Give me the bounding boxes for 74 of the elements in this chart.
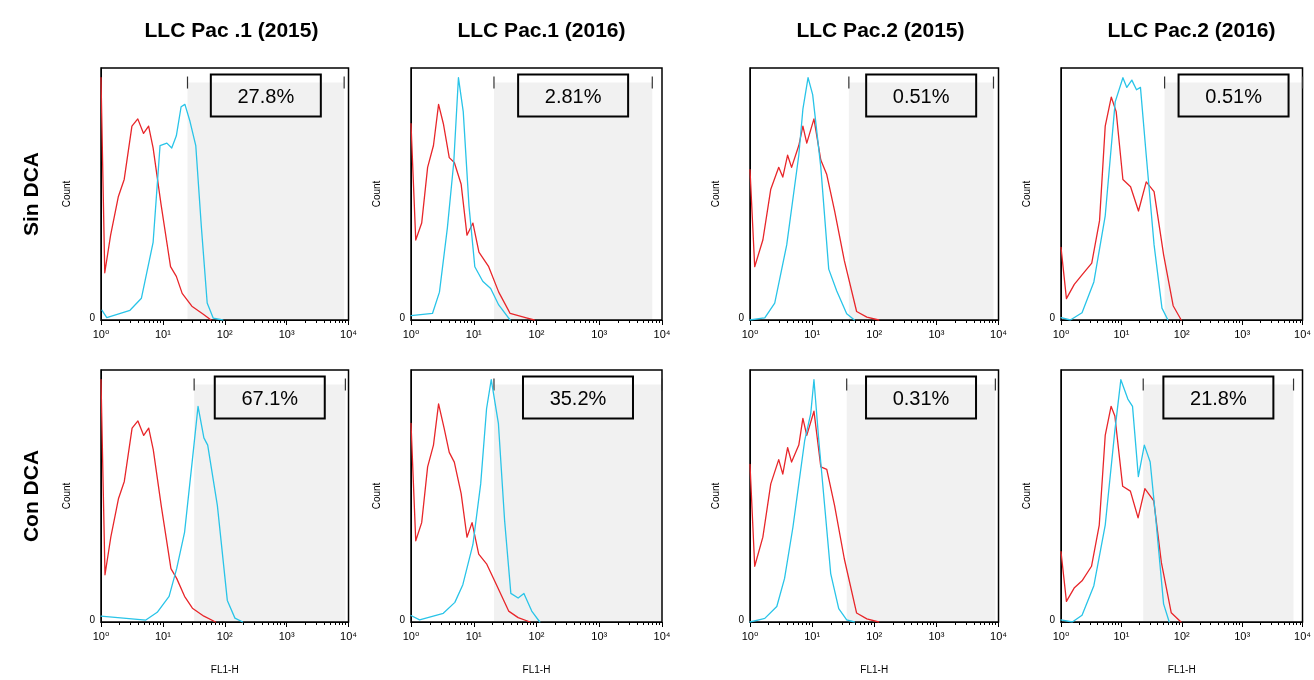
text: 0	[399, 311, 406, 323]
x-tick-label: 10⁰	[741, 327, 759, 340]
band-label: 0.51%	[1205, 84, 1263, 107]
x-tick-label: 10⁰	[1052, 629, 1070, 642]
x-tick-label: 10⁴	[990, 629, 1008, 642]
y-axis-title: Count	[709, 180, 721, 208]
x-tick-label: 10³	[278, 327, 295, 340]
x-tick-label: 10³	[928, 327, 945, 340]
text: 0	[1049, 311, 1056, 323]
x-tick-label: 10¹	[465, 327, 483, 340]
x-tick-label: 10⁴	[1294, 327, 1312, 340]
chart-title: LLC Pac.1 (2016)	[457, 18, 626, 41]
band-label: 21.8%	[1190, 386, 1247, 409]
x-tick-label: 10²	[216, 327, 234, 340]
text: 0	[89, 311, 96, 323]
x-axis-title: FL1-H	[860, 663, 889, 675]
y-axis-title: Count	[1020, 482, 1032, 510]
x-tick-label: 10²	[866, 629, 883, 642]
band-label: 67.1%	[241, 386, 299, 409]
x-tick-label: 10³	[591, 327, 608, 340]
x-tick-label: 10⁰	[402, 629, 420, 642]
x-axis-title: FL1-H	[522, 663, 551, 675]
x-tick-label: 10²	[1173, 327, 1191, 340]
text: 0	[1049, 613, 1056, 625]
x-tick-label: 10¹	[154, 327, 172, 340]
x-tick-label: 10²	[216, 629, 234, 642]
x-tick-label: 10⁴	[653, 629, 671, 642]
x-tick-label: 10⁰	[741, 629, 759, 642]
chart-title: LLC Pac .1 (2015)	[144, 18, 319, 41]
band-label: 0.51%	[892, 84, 950, 107]
text: Con DCA	[18, 449, 42, 543]
x-tick-label: 10¹	[804, 327, 821, 340]
band-label: 35.2%	[549, 386, 607, 409]
x-tick-label: 10³	[1234, 629, 1251, 642]
x-tick-label: 10³	[1234, 327, 1251, 340]
text: 0	[89, 613, 96, 625]
x-tick-label: 10⁰	[92, 629, 110, 642]
text: 0	[738, 311, 745, 323]
y-axis-title: Count	[370, 180, 382, 208]
y-axis-title: Count	[370, 482, 382, 510]
x-tick-label: 10³	[278, 629, 295, 642]
x-tick-label: 10²	[1173, 629, 1191, 642]
x-tick-label: 10²	[528, 327, 545, 340]
x-tick-label: 10²	[866, 327, 883, 340]
x-tick-label: 10¹	[154, 629, 172, 642]
band-label: 0.31%	[892, 386, 950, 409]
x-tick-label: 10³	[591, 629, 608, 642]
y-axis-title: Count	[60, 482, 72, 510]
x-tick-label: 10¹	[804, 629, 821, 642]
text: Sin DCA	[18, 152, 42, 236]
y-axis-title: Count	[1020, 180, 1032, 208]
x-tick-label: 10⁰	[402, 327, 420, 340]
x-tick-label: 10²	[528, 629, 545, 642]
y-axis-title: Count	[60, 180, 72, 208]
x-tick-label: 10⁴	[653, 327, 671, 340]
x-tick-label: 10⁰	[1052, 327, 1070, 340]
x-tick-label: 10⁰	[92, 327, 110, 340]
x-axis-title: FL1-H	[1167, 663, 1196, 675]
x-axis-title: FL1-H	[210, 663, 239, 675]
y-axis-title: Count	[709, 482, 721, 510]
x-tick-label: 10⁴	[340, 327, 358, 340]
x-tick-label: 10¹	[1113, 629, 1130, 642]
text: 0	[738, 613, 745, 625]
x-tick-label: 10³	[928, 629, 945, 642]
chart-title: LLC Pac.2 (2015)	[796, 18, 965, 41]
chart-title: LLC Pac.2 (2016)	[1107, 18, 1276, 41]
text: 0	[399, 613, 406, 625]
x-tick-label: 10¹	[465, 629, 483, 642]
x-tick-label: 10¹	[1113, 327, 1130, 340]
x-tick-label: 10⁴	[990, 327, 1008, 340]
band-label: 2.81%	[544, 84, 602, 107]
x-tick-label: 10⁴	[1294, 629, 1312, 642]
x-tick-label: 10⁴	[340, 629, 358, 642]
band-label: 27.8%	[237, 84, 295, 107]
